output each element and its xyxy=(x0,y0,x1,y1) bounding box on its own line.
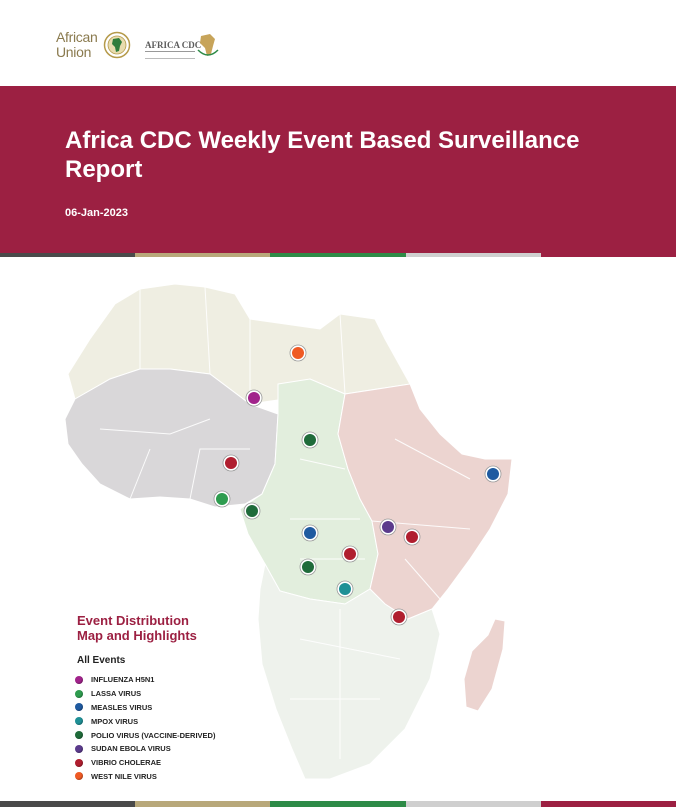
event-legend: INFLUENZA H5N1 LASSA VIRUS MEASLES VIRUS MP… xyxy=(75,673,215,783)
au-emblem-icon xyxy=(103,31,131,59)
legend-item: VIBRIO CHOLERAE xyxy=(75,756,215,770)
event-marker: West Nile Virus xyxy=(289,344,307,362)
event-marker: Vibrio Cholerae xyxy=(341,545,359,563)
legend-item: LASSA VIRUS xyxy=(75,687,215,701)
highlights-title-line2: Map and Highlights xyxy=(77,628,197,643)
africa-cdc-wordmark: AFRICA CDC xyxy=(145,40,202,50)
legend-label: POLIO VIRUS (VACCINE-DERIVED) xyxy=(91,730,216,740)
marker-dot xyxy=(216,493,228,505)
stripe-segment xyxy=(540,253,676,257)
stripe-segment xyxy=(135,801,271,807)
legend-label: VIBRIO CHOLERAE xyxy=(91,758,162,768)
legend-item: WEST NILE VIRUS xyxy=(75,770,215,784)
marker-dot xyxy=(487,468,499,480)
marker-dot xyxy=(225,457,237,469)
stripe-segment xyxy=(540,801,676,807)
stripe-segment xyxy=(135,253,271,257)
legend-item: MPOX VIRUS xyxy=(75,714,215,728)
legend-dot-icon xyxy=(75,744,83,753)
stripe-segment xyxy=(270,801,406,807)
marker-dot xyxy=(302,561,314,573)
marker-dot xyxy=(248,392,260,404)
event-marker: Vibrio Cholerae xyxy=(222,454,240,472)
event-marker: Mpox Virus xyxy=(336,580,354,598)
marker-dot xyxy=(406,531,418,543)
event-marker: Sudan Ebola Virus xyxy=(379,518,397,536)
legend-label: WEST NILE VIRUS xyxy=(91,771,157,781)
event-marker: Vibrio Cholerae xyxy=(403,528,421,546)
color-stripe-top xyxy=(0,253,676,257)
report-date: 06-Jan-2023 xyxy=(65,207,128,219)
region-west xyxy=(64,368,279,508)
event-markers: West Nile Virus Influenza H5N1 Polio Virus… xyxy=(213,344,502,626)
au-line2: Union xyxy=(56,44,92,60)
stripe-segment xyxy=(0,253,136,257)
au-line1: African xyxy=(56,29,98,45)
legend-item: INFLUENZA H5N1 xyxy=(75,673,215,687)
event-marker: Influenza H5N1 xyxy=(245,389,263,407)
stripe-segment xyxy=(405,801,541,807)
marker-dot xyxy=(393,611,405,623)
event-marker: Polio Virus (Vaccine-Derived) xyxy=(301,431,319,449)
legend-label: INFLUENZA H5N1 xyxy=(91,675,155,685)
africa-cdc-logo: AFRICA CDC xyxy=(145,30,225,64)
region-east xyxy=(337,383,513,620)
stripe-segment xyxy=(405,253,541,257)
highlights-panel: Event Distribution Map and Highlights Al… xyxy=(70,605,290,795)
legend-label: LASSA VIRUS xyxy=(91,689,142,699)
marker-dot xyxy=(382,521,394,533)
marker-dot xyxy=(246,505,258,517)
country-borders xyxy=(99,286,471,759)
stripe-segment xyxy=(270,253,406,257)
highlights-title-line1: Event Distribution xyxy=(77,613,189,628)
title-banner: Africa CDC Weekly Event Based Surveillan… xyxy=(0,86,676,253)
legend-dot-icon xyxy=(75,675,83,684)
page-header: African Union AFRICA CDC xyxy=(0,0,676,86)
event-marker: Measles Virus xyxy=(301,524,319,542)
legend-dot-icon xyxy=(75,717,83,726)
event-marker: Polio Virus (Vaccine-Derived) xyxy=(243,502,261,520)
legend-label: MPOX VIRUS xyxy=(91,716,139,726)
legend-dot-icon xyxy=(75,703,83,712)
event-marker: Measles Virus xyxy=(484,465,502,483)
report-title: Africa CDC Weekly Event Based Surveillan… xyxy=(65,127,580,183)
color-stripe-bottom xyxy=(0,801,676,807)
marker-dot xyxy=(344,548,356,560)
marker-dot xyxy=(339,583,351,595)
cdc-tagline-rule xyxy=(145,51,195,59)
event-marker: Polio Virus (Vaccine-Derived) xyxy=(299,558,317,576)
african-union-wordmark: African Union xyxy=(56,29,98,60)
event-marker: Vibrio Cholerae xyxy=(390,608,408,626)
highlights-title: Event Distribution Map and Highlights xyxy=(77,613,277,643)
marker-dot xyxy=(292,347,304,359)
region-madagascar xyxy=(463,618,506,712)
legend-dot-icon xyxy=(75,731,83,740)
africa-cdc-emblem-icon xyxy=(197,34,219,56)
africa-map: West Nile Virus Influenza H5N1 Polio Virus… xyxy=(64,283,513,780)
legend-dot-icon xyxy=(75,772,83,781)
legend-label: MEASLES VIRUS xyxy=(91,702,153,712)
african-union-logo: African Union xyxy=(56,30,136,64)
legend-label: SUDAN EBOLA VIRUS xyxy=(91,744,171,754)
legend-title: All Events xyxy=(77,655,126,666)
stripe-segment xyxy=(0,801,136,807)
legend-item: SUDAN EBOLA VIRUS xyxy=(75,742,215,756)
legend-item: POLIO VIRUS (VACCINE-DERIVED) xyxy=(75,728,215,742)
marker-dot xyxy=(304,527,316,539)
event-marker: Lassa Virus xyxy=(213,490,231,508)
legend-dot-icon xyxy=(75,758,83,767)
marker-dot xyxy=(304,434,316,446)
legend-item: MEASLES VIRUS xyxy=(75,701,215,715)
legend-dot-icon xyxy=(75,689,83,698)
